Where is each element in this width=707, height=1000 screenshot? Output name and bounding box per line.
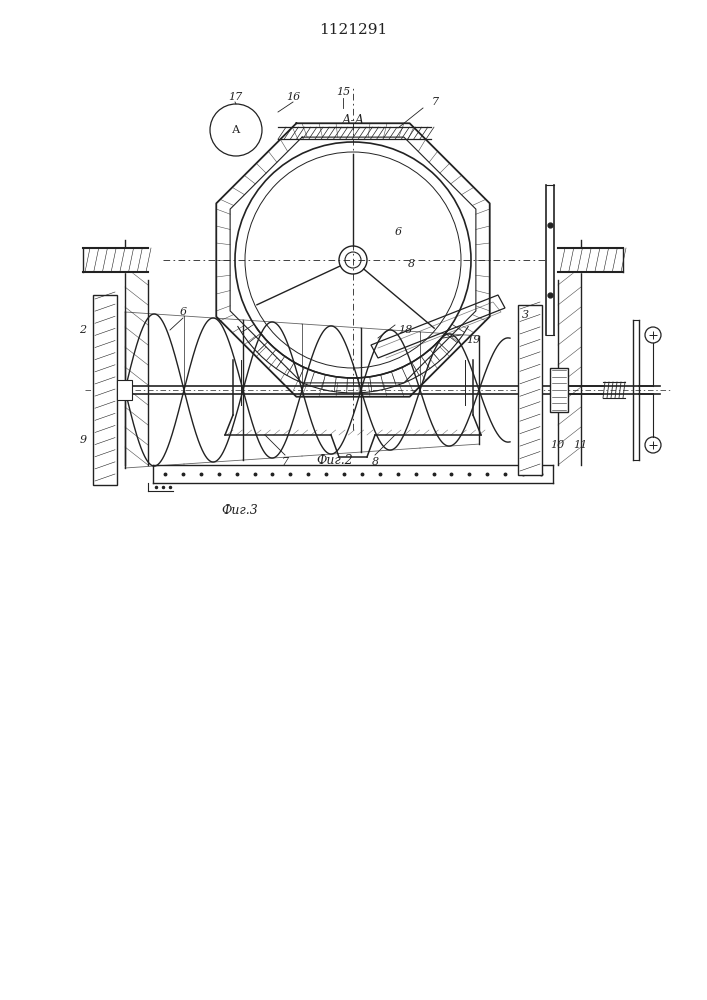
FancyBboxPatch shape	[93, 295, 117, 485]
Text: 11: 11	[573, 440, 587, 450]
Text: 19: 19	[466, 335, 480, 345]
FancyBboxPatch shape	[550, 368, 568, 412]
Text: 6: 6	[180, 307, 187, 317]
Text: 15: 15	[336, 87, 350, 97]
Text: 3: 3	[522, 310, 529, 320]
Text: 18: 18	[398, 325, 412, 335]
Text: 2: 2	[79, 325, 86, 335]
Text: 1121291: 1121291	[319, 23, 387, 37]
Text: 16: 16	[286, 92, 300, 102]
Text: 6: 6	[395, 227, 402, 237]
FancyBboxPatch shape	[518, 305, 542, 475]
Text: А-А: А-А	[341, 114, 365, 127]
Text: 17: 17	[228, 92, 242, 102]
Text: 7: 7	[431, 97, 438, 107]
Text: 8: 8	[407, 259, 414, 269]
Text: 7: 7	[281, 457, 288, 467]
Text: 10: 10	[550, 440, 564, 450]
FancyBboxPatch shape	[117, 380, 132, 400]
Text: Фиг.2: Фиг.2	[317, 454, 354, 466]
Text: 9: 9	[79, 435, 86, 445]
Text: А: А	[232, 125, 240, 135]
Text: Фиг.3: Фиг.3	[221, 504, 258, 516]
Text: 8: 8	[371, 457, 378, 467]
